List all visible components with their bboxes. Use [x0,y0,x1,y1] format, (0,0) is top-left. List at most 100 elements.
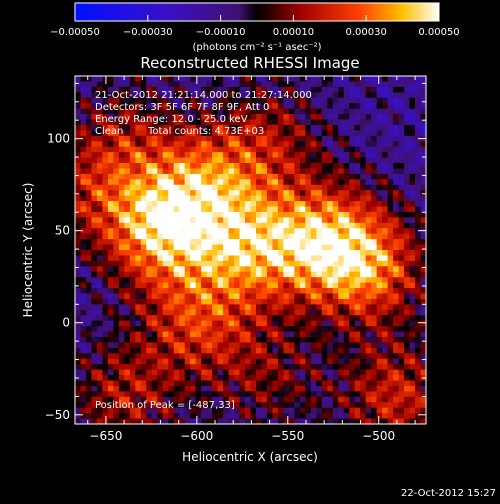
heatmap-cell [195,173,202,180]
heatmap-cell [360,217,367,224]
heatmap-cell [195,152,202,158]
heatmap-cell [157,233,164,240]
colorbar-units-label: (photons cm⁻² s⁻¹ asec⁻²) [192,42,321,53]
heatmap-cell [168,353,175,360]
heatmap-cell [96,413,103,419]
heatmap-cell [393,190,399,197]
heatmap-cell [332,228,339,235]
heatmap-cell [283,135,290,142]
heatmap-cell [217,320,224,327]
heatmap-cell [239,244,246,251]
heatmap-cell [255,407,262,414]
heatmap-cell [113,217,120,224]
heatmap-cell [217,418,224,425]
heatmap-cell [151,369,158,376]
heatmap-cell [272,244,279,251]
chart-title: Reconstructed RHESSI Image [140,54,359,72]
heatmap-cell [316,124,323,131]
heatmap-cell [266,304,273,311]
heatmap-cell [206,222,213,229]
heatmap-cell [195,413,202,419]
heatmap-cell [332,347,339,354]
heatmap-cell [415,255,421,262]
heatmap-cell [261,282,268,289]
heatmap-cell [338,141,345,148]
heatmap-cell [190,239,197,245]
heatmap-cell [75,233,81,240]
heatmap-cell [234,358,240,365]
heatmap-cell [250,277,257,284]
heatmap-cell [129,184,136,191]
heatmap-cell [195,86,202,93]
heatmap-cell [135,119,142,126]
heatmap-cell [190,358,197,365]
heatmap-cell [168,298,175,305]
heatmap-cell [223,168,229,175]
heatmap-cell [371,271,378,278]
heatmap-cell [321,391,328,398]
heatmap-cell [124,86,131,93]
heatmap-cell [195,217,202,224]
heatmap-cell [151,228,158,235]
heatmap-cell [96,331,103,338]
heatmap-cell [398,375,405,381]
heatmap-cell [266,353,273,360]
heatmap-cell [415,146,421,153]
heatmap-cell [75,391,81,398]
heatmap-cell [288,380,295,387]
heatmap-cell [239,135,246,142]
heatmap-cell [255,86,262,93]
heatmap-cell [201,364,208,371]
heatmap-cell [206,282,213,289]
heatmap-cell [113,293,120,300]
heatmap-cell [91,260,98,267]
heatmap-cell [228,201,235,207]
heatmap-cell [228,413,235,419]
heatmap-cell [354,380,361,387]
heatmap-cell [415,375,421,381]
heatmap-cell [124,130,131,137]
heatmap-cell [354,130,361,137]
heatmap-cell [250,407,257,414]
heatmap-cell [398,298,405,305]
heatmap-cell [393,288,399,294]
heatmap-cell [294,86,301,93]
heatmap-cell [255,184,262,191]
heatmap-cell [140,76,147,82]
heatmap-cell [272,331,279,338]
heatmap-cell [294,97,301,104]
heatmap-cell [75,119,81,126]
heatmap-cell [239,380,246,387]
heatmap-cell [316,250,323,256]
heatmap-cell [184,304,191,311]
heatmap-cell [179,130,186,137]
heatmap-cell [288,255,295,262]
heatmap-cell [212,97,218,104]
heatmap-cell [239,81,246,88]
heatmap-cell [107,266,114,273]
heatmap-cell [272,141,279,148]
heatmap-cell [212,260,218,267]
heatmap-cell [398,201,405,207]
heatmap-cell [294,396,301,403]
heatmap-cell [135,418,142,425]
heatmap-cell [201,103,208,110]
heatmap-cell [261,135,268,142]
heatmap-cell [420,342,427,349]
heatmap-cell [173,108,180,115]
heatmap-cell [239,402,246,409]
heatmap-cell [212,228,218,235]
heatmap-cell [129,260,136,267]
heatmap-cell [354,255,361,262]
heatmap-cell [146,271,153,278]
heatmap-cell [140,97,147,104]
heatmap-cell [360,141,367,148]
heatmap-cell [140,184,147,191]
heatmap-cell [272,353,279,360]
heatmap-cell [124,124,131,131]
heatmap-cell [277,315,284,322]
heatmap-cell [398,222,405,229]
heatmap-cell [420,81,427,88]
heatmap-cell [162,135,169,142]
